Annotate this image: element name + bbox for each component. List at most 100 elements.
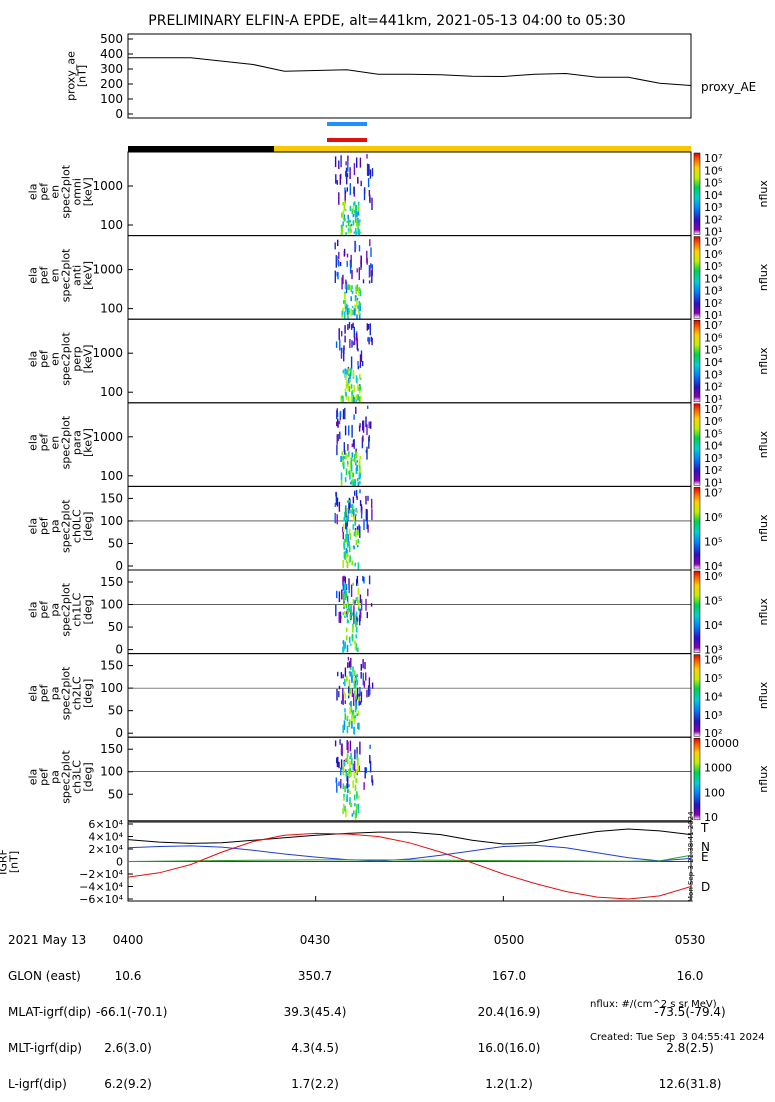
flux-streak [353, 337, 356, 345]
sunlit-yellow-bar [274, 146, 691, 152]
ylabel-line: ela [27, 351, 40, 368]
flux-streak [338, 192, 340, 205]
flux-core [344, 693, 347, 699]
flux-core [355, 769, 358, 774]
flux-streak [357, 179, 359, 184]
footer-cell: 350.7 [297, 969, 333, 983]
science-zone-red-bar [327, 138, 367, 142]
spectrogram-frame [127, 151, 692, 237]
flux-streak [353, 163, 356, 176]
flux-core [355, 530, 357, 538]
flux-core [352, 710, 354, 716]
flux-core [359, 456, 362, 459]
flux-streak [368, 164, 370, 175]
flux-core [351, 208, 354, 214]
flux-streak [348, 500, 350, 514]
flux-streak [339, 431, 341, 440]
flux-streak [351, 324, 353, 330]
flux-core [344, 311, 346, 320]
flux-core [348, 310, 351, 315]
flux-streak [343, 575, 345, 582]
ylabel-line: en [49, 352, 62, 366]
flux-core [354, 227, 357, 233]
flux-core [343, 205, 346, 211]
side-timestamp: Mon Sep 3 21:38:41 2024 [687, 811, 695, 902]
flux-core [355, 540, 358, 545]
colorbar-tick-label: 100 [704, 786, 725, 799]
ylabel-line: [deg] [82, 762, 95, 791]
colorbar-tick-label: 10⁷ [704, 319, 722, 332]
flux-core [356, 478, 359, 482]
flux-core [345, 603, 348, 609]
flux-core [356, 545, 359, 548]
flux-streak [353, 326, 355, 338]
colorbar-tick-label: 10³ [704, 285, 722, 298]
spectrogram-ytick-label: 150 [100, 742, 123, 756]
footer-cell: 0530 [674, 933, 706, 947]
colorbar-tick-label: 10³ [704, 368, 722, 381]
spectrogram-ytick-label: 150 [100, 575, 123, 589]
flux-core [349, 225, 351, 234]
footer-cell: 0500 [493, 933, 525, 947]
flux-streak [344, 576, 346, 584]
flux-streak [336, 256, 338, 260]
flux-core [342, 803, 345, 812]
spectrogram-ytick-label: 50 [108, 704, 123, 718]
flux-streak [356, 335, 358, 344]
flux-core [358, 306, 360, 314]
bfield-lines [127, 828, 692, 900]
flux-streak [366, 517, 368, 529]
flux-core [357, 201, 360, 206]
flux-streak [371, 682, 374, 689]
flux-streak [353, 439, 355, 449]
flux-core [344, 209, 347, 212]
flux-core [356, 713, 358, 717]
flux-streak [360, 350, 363, 362]
colorbar-tick-label: 10⁴ [704, 619, 723, 632]
flux-streak [357, 361, 359, 366]
flux-core [344, 592, 347, 600]
colorbar-tick-label: 10² [704, 213, 722, 226]
flux-streak [336, 783, 338, 793]
flux-streak [350, 584, 353, 597]
flux-core [354, 211, 357, 217]
flux-streak [342, 576, 344, 586]
flux-core [342, 767, 345, 775]
colorbar-tick-label: 10 [704, 811, 718, 824]
flux-streak [359, 741, 361, 755]
flux-streak [338, 260, 340, 267]
flux-core [345, 583, 347, 588]
flux-core [353, 515, 355, 522]
flux-core [353, 718, 356, 725]
ylabel-line: pef [38, 265, 51, 284]
flux-core [350, 480, 353, 485]
colorbar-tick-label: 10⁶ [704, 654, 723, 667]
flux-streak [367, 405, 369, 409]
ylabel-line: IGRF [0, 849, 10, 875]
ae-ylabel: proxy_ae[nT] [65, 51, 89, 101]
flux-streak [338, 328, 340, 340]
flux-core [351, 634, 354, 642]
ylabel-line: ch3LC [71, 760, 84, 794]
colorbar-tick-label: 10⁴ [704, 560, 723, 573]
flux-core [354, 677, 356, 681]
flux-streak [355, 406, 357, 414]
flux-streak [346, 595, 349, 605]
colorbar-tick-label: 10⁷ [704, 236, 722, 249]
spectrogram-ytick-label: 1000 [92, 179, 123, 193]
flux-core [357, 217, 359, 223]
flux-core [359, 231, 362, 234]
flux-streak [366, 509, 368, 519]
spectrogram-ytick-label: 0 [115, 559, 123, 573]
flux-core [352, 780, 354, 789]
flux-core [349, 791, 351, 795]
flux-streak [363, 187, 366, 201]
footer-cell: 0430 [299, 933, 331, 947]
time-axis-ticks [127, 896, 692, 901]
flux-streak [347, 155, 349, 162]
spectrogram-frame [127, 569, 692, 655]
flux-core [357, 539, 360, 544]
flux-core [359, 386, 362, 391]
flux-core [340, 472, 343, 480]
flux-core [350, 308, 352, 317]
